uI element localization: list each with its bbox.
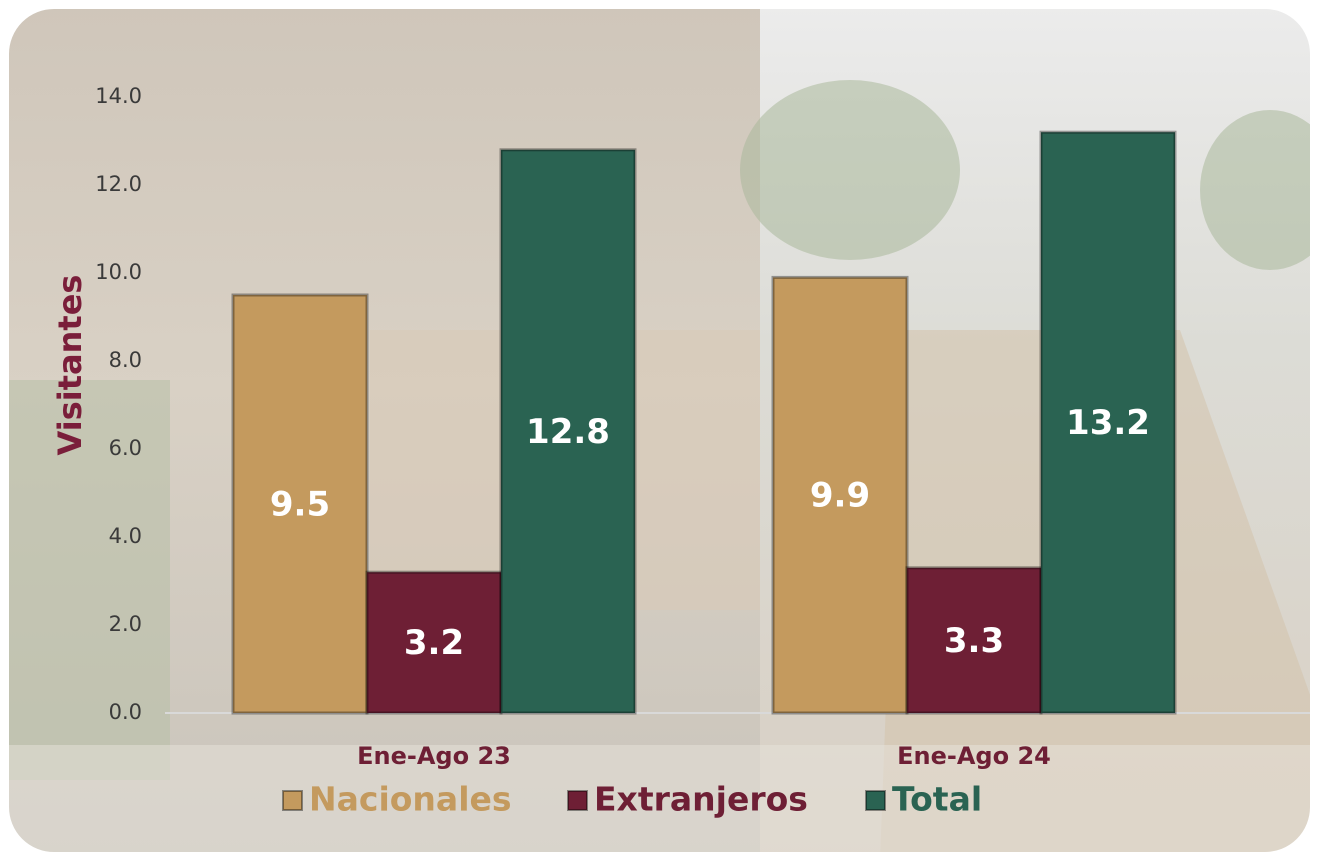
legend-label: Nacionales	[309, 780, 512, 819]
y-tick-label: 14.0	[95, 84, 142, 108]
card-border	[3, 3, 1316, 858]
y-tick-label: 12.0	[95, 172, 142, 196]
value-label: 13.2	[1066, 403, 1150, 443]
bar	[1039, 130, 1177, 715]
bar	[905, 566, 1043, 715]
legend-marker	[567, 790, 588, 811]
legend-marker	[282, 790, 303, 811]
y-axis-title: Visitantes	[51, 275, 89, 456]
value-label: 9.5	[270, 485, 330, 525]
bar	[771, 275, 909, 715]
y-tick-label: 0.0	[109, 700, 142, 724]
legend-label: Extranjeros	[594, 780, 808, 819]
legend-label: Total	[892, 780, 982, 819]
value-label: 3.2	[404, 623, 464, 663]
bar	[499, 148, 637, 715]
bar	[231, 293, 369, 715]
value-label: 9.9	[810, 476, 870, 516]
y-tick-label: 6.0	[109, 436, 142, 460]
y-tick-label: 10.0	[95, 260, 142, 284]
y-tick-label: 2.0	[109, 612, 142, 636]
legend-marker	[865, 790, 886, 811]
x-tick-label: Ene-Ago 23	[357, 742, 511, 770]
value-label: 12.8	[526, 412, 610, 452]
value-label: 3.3	[944, 621, 1004, 661]
y-tick-label: 8.0	[109, 348, 142, 372]
y-tick-label: 4.0	[109, 524, 142, 548]
x-tick-label: Ene-Ago 24	[897, 742, 1051, 770]
